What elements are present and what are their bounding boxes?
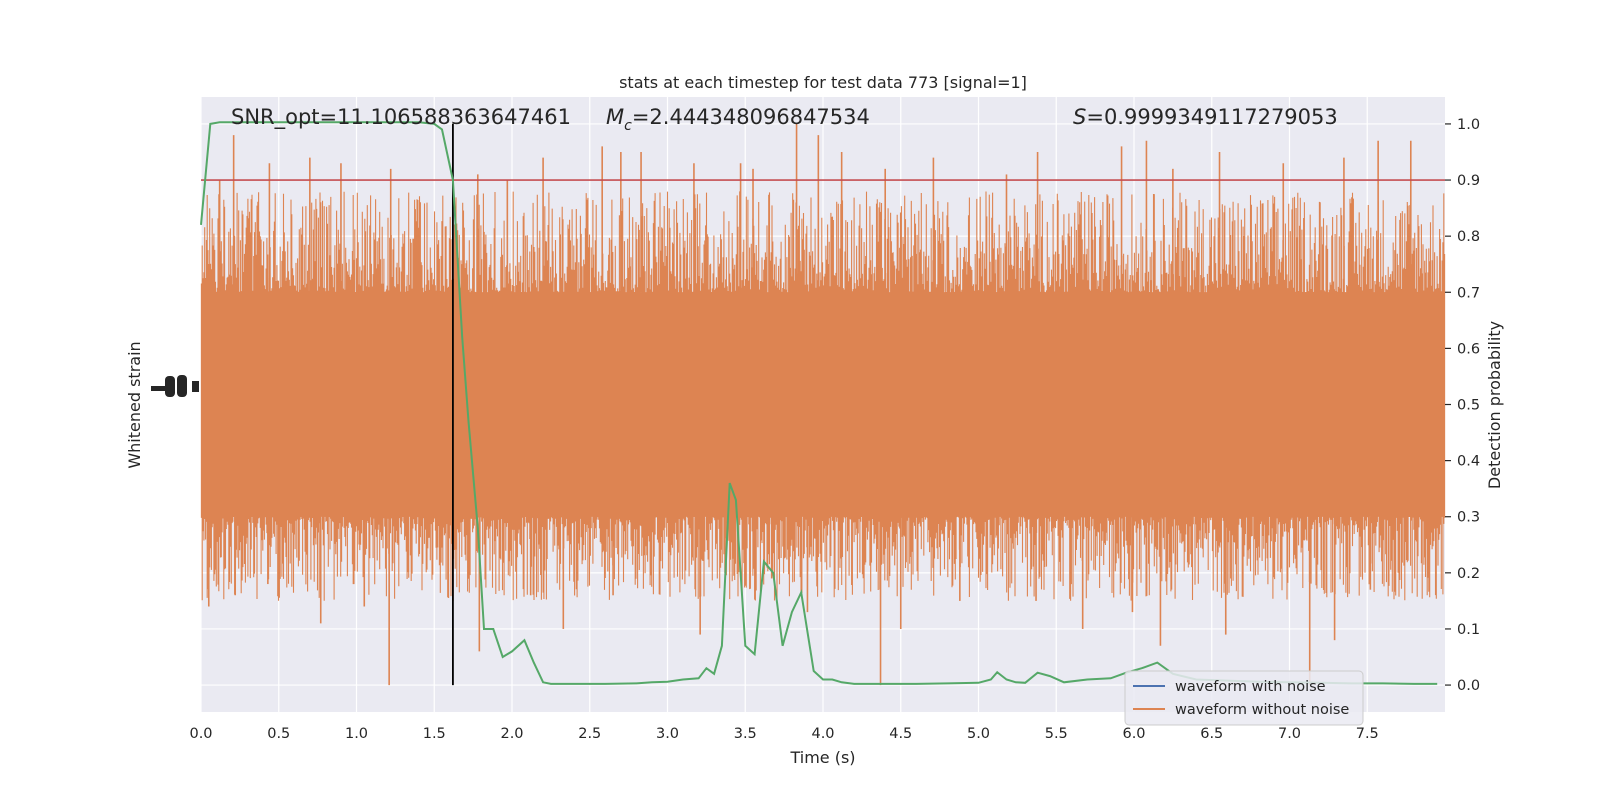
x-axis-title: Time (s) [789, 748, 855, 767]
x-tick-label-4: 2.0 [500, 726, 523, 742]
x-tick-label-7: 3.5 [734, 726, 757, 742]
y-tick-label-8: 0.8 [1457, 229, 1480, 245]
noise-waveform-body [200, 191, 1446, 601]
y-axis-right-title: Detection probability [1485, 321, 1504, 489]
x-tick-label-9: 4.5 [889, 726, 912, 742]
x-tick-label-13: 6.5 [1200, 726, 1223, 742]
legend: waveform with noise waveform without noi… [1124, 670, 1364, 726]
chirp-mass-annotation: Mc=2.444348096847534 [606, 105, 870, 134]
x-tick-label-0: 0.0 [189, 726, 212, 742]
y-tick-label-10: 1.0 [1457, 117, 1480, 133]
y-tick-label-0: 0.0 [1457, 678, 1480, 694]
y-tick-label-5: 0.5 [1457, 398, 1480, 414]
y-tick-label-9: 0.9 [1457, 173, 1480, 189]
legend-label-waveform-with-noise: waveform with noise [1175, 679, 1326, 695]
x-tick-label-1: 0.5 [267, 726, 290, 742]
x-tick-label-3: 1.5 [423, 726, 446, 742]
legend-label-waveform-without-noise: waveform without noise [1175, 702, 1349, 718]
y-axis-right-ticks: 0.0 0.1 0.2 0.3 0.4 0.5 0.6 0.7 0.8 0.9 1.0 [1445, 117, 1480, 694]
left-axis-tick-labels-overlapped [151, 375, 199, 397]
waveform-without-noise-series [200, 123, 1446, 686]
score-value: =0.9999349117279053 [1086, 105, 1337, 129]
x-axis-ticks: 0.0 0.5 1.0 1.5 2.0 2.5 3.0 3.5 4.0 4.5 5.0 5.5 6.0 6… [189, 726, 1378, 742]
plot-area [200, 121, 1446, 686]
x-tick-label-6: 3.0 [656, 726, 679, 742]
x-tick-label-12: 6.0 [1122, 726, 1145, 742]
y-tick-label-3: 0.3 [1457, 510, 1480, 526]
x-tick-label-10: 5.0 [967, 726, 990, 742]
score-annotation: S=0.9999349117279053 [1073, 105, 1338, 129]
snr-annotation: SNR_opt=11.106588363647461 [231, 105, 571, 130]
y-tick-label-1: 0.1 [1457, 622, 1480, 638]
chart-title: stats at each timestep for test data 773… [619, 73, 1027, 92]
y-tick-label-4: 0.4 [1457, 454, 1480, 470]
y-tick-label-7: 0.7 [1457, 285, 1480, 301]
y-axis-left-title: Whitened strain [125, 341, 144, 468]
x-tick-label-2: 1.0 [345, 726, 368, 742]
x-tick-label-8: 4.0 [811, 726, 834, 742]
chirp-mass-value: =2.444348096847534 [632, 105, 870, 129]
y-tick-label-2: 0.2 [1457, 566, 1480, 582]
y-tick-label-6: 0.6 [1457, 341, 1480, 357]
x-tick-label-14: 7.0 [1278, 726, 1301, 742]
x-tick-label-15: 7.5 [1356, 726, 1379, 742]
detection-probability-series [200, 121, 1438, 685]
x-tick-label-5: 2.5 [578, 726, 601, 742]
x-tick-label-11: 5.5 [1045, 726, 1068, 742]
legend-box [1124, 670, 1364, 726]
